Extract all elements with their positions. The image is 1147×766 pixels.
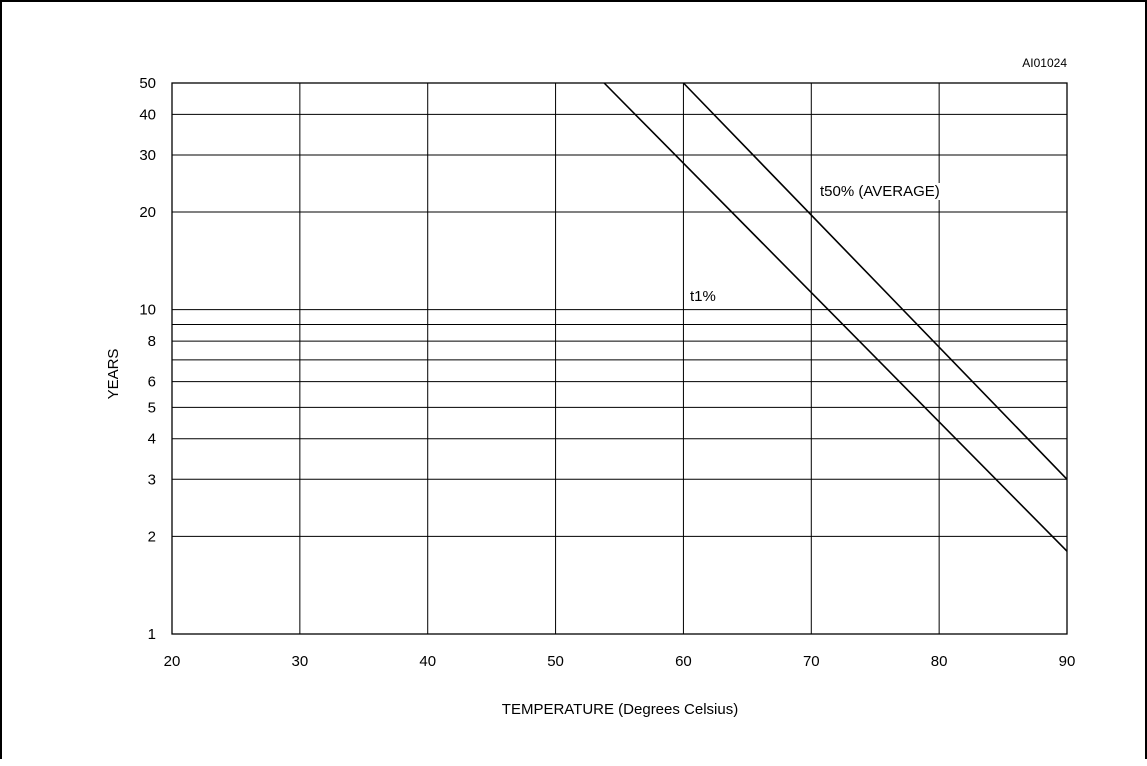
x-tick-label-40: 40 bbox=[419, 653, 436, 670]
y-tick-labels: 1 2 3 4 5 6 8 10 20 30 40 50 bbox=[139, 75, 156, 643]
x-tick-label-70: 70 bbox=[803, 653, 820, 670]
x-tick-label-30: 30 bbox=[292, 653, 309, 670]
series-label-t1: t1% bbox=[690, 288, 716, 305]
y-tick-label-5: 5 bbox=[148, 399, 156, 416]
x-tick-label-20: 20 bbox=[164, 653, 181, 670]
x-tick-label-90: 90 bbox=[1059, 653, 1076, 670]
series-line-t1 bbox=[603, 82, 1068, 552]
y-tick-label-1: 1 bbox=[148, 626, 156, 643]
x-tick-label-60: 60 bbox=[675, 653, 692, 670]
series-label-background bbox=[818, 183, 942, 200]
y-tick-label-2: 2 bbox=[148, 528, 156, 545]
y-axis-label: YEARS bbox=[105, 349, 122, 400]
y-tick-label-3: 3 bbox=[148, 471, 156, 488]
series-line-t50 bbox=[682, 82, 1068, 480]
x-tick-label-50: 50 bbox=[547, 653, 564, 670]
series-labels: t1% t50% (AVERAGE) bbox=[690, 183, 942, 305]
series-label-t50: t50% (AVERAGE) bbox=[820, 183, 940, 200]
y-tick-label-30: 30 bbox=[139, 147, 156, 164]
x-tick-label-80: 80 bbox=[931, 653, 948, 670]
x-axis-label: TEMPERATURE (Degrees Celsius) bbox=[502, 701, 738, 718]
plot-border bbox=[171, 82, 1068, 635]
series-lines bbox=[603, 82, 1068, 552]
figure-id: AI01024 bbox=[1022, 56, 1067, 70]
y-tick-label-4: 4 bbox=[148, 431, 156, 448]
y-tick-label-50: 50 bbox=[139, 75, 156, 92]
y-tick-label-10: 10 bbox=[139, 302, 156, 319]
y-tick-label-40: 40 bbox=[139, 106, 156, 123]
y-tick-label-20: 20 bbox=[139, 204, 156, 221]
x-tick-labels: 20 30 40 50 60 70 80 90 bbox=[164, 653, 1076, 670]
y-tick-label-8: 8 bbox=[148, 333, 156, 350]
grid bbox=[171, 82, 1068, 635]
y-tick-label-6: 6 bbox=[148, 374, 156, 391]
